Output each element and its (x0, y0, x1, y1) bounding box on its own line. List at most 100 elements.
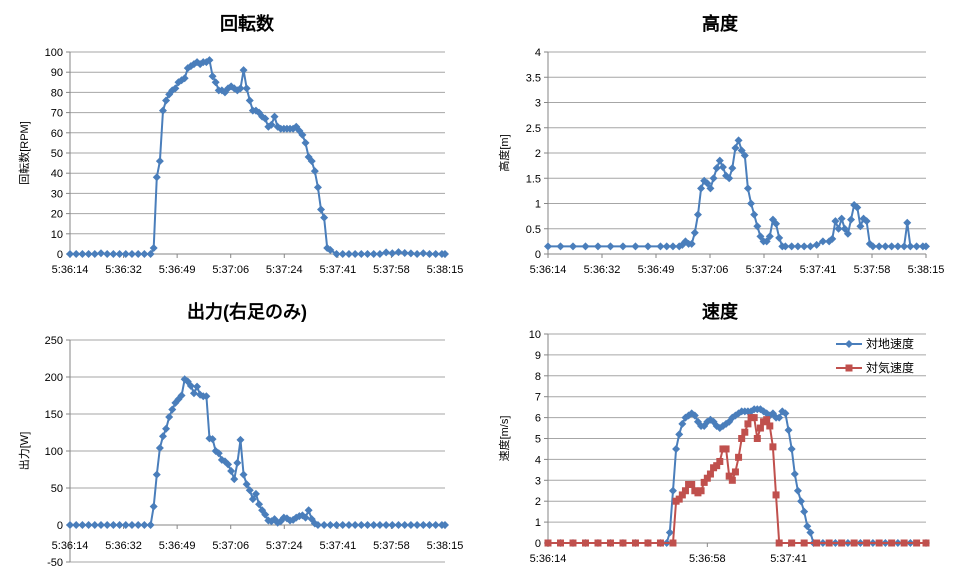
x-tick-label: 5:37:06 (212, 540, 249, 552)
data-point (152, 470, 161, 479)
y-tick-label: 6 (535, 413, 541, 425)
data-point (304, 506, 313, 515)
data-point (568, 242, 577, 251)
data-point (743, 184, 752, 193)
data-point (838, 539, 846, 547)
data-point (643, 242, 652, 251)
data-point (688, 480, 696, 488)
data-point (270, 112, 279, 121)
data-point (149, 243, 158, 252)
data-point (239, 66, 248, 75)
data-point (388, 521, 397, 529)
data-point (419, 521, 428, 529)
data-point (831, 217, 840, 226)
data-point (394, 521, 403, 529)
y-tick-label: 250 (45, 335, 63, 347)
data-point (134, 521, 143, 529)
data-point (881, 242, 890, 251)
x-tick-label: 5:36:14 (530, 264, 567, 276)
data-point (913, 539, 921, 547)
data-point (363, 250, 372, 258)
chart-2: 高度 0 0.5 1 1.5 2 2.5 3 3.5 4 5:36:14 5:36:32 5:36:49… (497, 13, 944, 276)
y-tick-label: 4 (535, 454, 541, 466)
data-point (906, 242, 915, 251)
x-tick-label: 5:38:15 (908, 264, 945, 276)
data-point (781, 242, 790, 251)
y-tick-label: 150 (45, 409, 63, 421)
data-point (728, 164, 737, 173)
data-point (544, 539, 552, 547)
data-point (556, 242, 565, 251)
y-tick-label: 20 (51, 209, 63, 221)
data-point (202, 392, 211, 401)
data-point (569, 539, 577, 547)
data-point (769, 443, 777, 451)
data-point (189, 389, 198, 398)
data-point (152, 173, 161, 182)
y-axis-title: 出力[W] (17, 432, 31, 471)
x-tick-label: 5:36:32 (105, 540, 142, 552)
data-point (301, 513, 310, 522)
data-point (843, 229, 852, 238)
x-tick-label: 5:36:49 (638, 264, 675, 276)
data-point (431, 521, 440, 529)
x-tick-label: 5:38:15 (427, 264, 464, 276)
data-point (581, 539, 589, 547)
data-point (722, 445, 730, 453)
data-point (922, 539, 930, 547)
y-tick-label: 1 (535, 517, 541, 529)
series-line (548, 137, 926, 248)
chart-3: 出力(右足のみ) -50 0 50 100 150 200 250 5:36:14 5:36:32… (17, 301, 463, 569)
data-point (310, 167, 319, 176)
y-tick-label: 0.5 (526, 224, 541, 236)
data-point (96, 521, 105, 529)
data-point (344, 250, 353, 258)
y-tick-label: 40 (51, 168, 63, 180)
data-point (618, 242, 627, 251)
data-point (678, 419, 687, 428)
chart-1: 回転数 0 10 20 30 40 50 60 70 80 90 100 5:36:14 5:36:32 5… (18, 13, 463, 276)
data-point (734, 136, 743, 145)
data-point (90, 521, 99, 529)
data-point (431, 250, 440, 258)
y-tick-label: 9 (535, 350, 541, 362)
x-tick-label: 5:36:49 (159, 540, 196, 552)
data-point (731, 468, 739, 476)
data-point (326, 245, 335, 254)
x-tick-label: 5:36:49 (159, 264, 196, 276)
data-point (697, 184, 706, 193)
data-point (850, 539, 858, 547)
y-tick-label: 1.5 (526, 173, 541, 185)
data-point (903, 218, 912, 227)
data-point (703, 474, 711, 482)
data-point (788, 539, 796, 547)
data-point (344, 521, 353, 529)
data-point (740, 151, 749, 160)
x-tick-label: 5:36:32 (105, 264, 142, 276)
data-point (763, 416, 771, 424)
data-point (162, 424, 171, 433)
data-point (332, 250, 341, 258)
data-point (840, 224, 849, 233)
data-point (121, 521, 130, 529)
x-tick-label: 5:36:32 (584, 264, 621, 276)
data-point (593, 242, 602, 251)
y-tick-label: 50 (51, 483, 63, 495)
data-point (292, 122, 301, 131)
y-tick-label: 2 (535, 148, 541, 160)
data-point (78, 250, 87, 258)
data-point (853, 203, 862, 212)
chart-title: 高度 (702, 13, 739, 34)
chart-title: 速度 (702, 301, 739, 322)
y-tick-label: -50 (47, 557, 63, 569)
data-point (236, 84, 245, 93)
data-point (375, 250, 384, 258)
legend-item: 対気速度 (836, 360, 914, 375)
data-point (242, 480, 251, 489)
data-point (693, 210, 702, 219)
y-axis-title: 高度[m] (497, 134, 511, 171)
data-point (193, 382, 202, 391)
data-point (224, 460, 233, 469)
data-point (737, 146, 746, 155)
